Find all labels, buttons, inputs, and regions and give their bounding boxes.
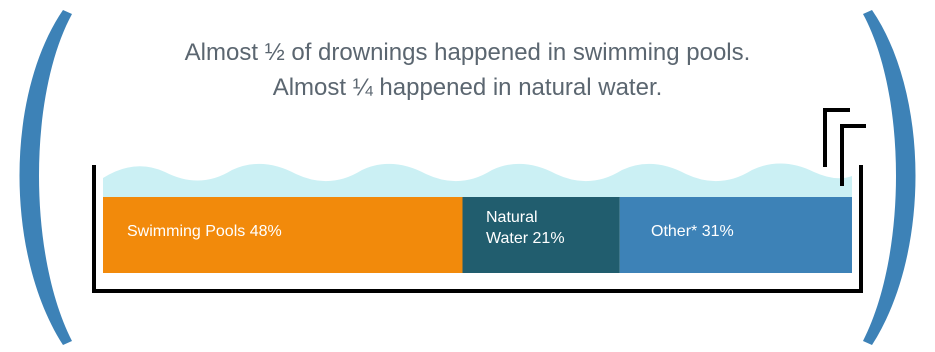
bar-segment-swimming-pools bbox=[103, 197, 463, 273]
left-parenthesis-icon bbox=[19, 10, 72, 345]
stacked-bar bbox=[103, 197, 852, 273]
bar-segment-other bbox=[619, 197, 852, 273]
headline-line-1: Almost ½ of drownings happened in swimmi… bbox=[184, 39, 751, 66]
pool-outline bbox=[92, 165, 863, 293]
pool-ladder-icon bbox=[823, 108, 866, 186]
label-natural-water-line-1: Natural bbox=[486, 209, 538, 226]
label-other: Other* 31% bbox=[651, 223, 734, 240]
bar-segment-natural-water bbox=[462, 197, 620, 273]
label-natural-water: Natural Water 21% bbox=[486, 207, 565, 249]
label-swimming-pools: Swimming Pools 48% bbox=[127, 223, 282, 240]
right-parenthesis-icon bbox=[863, 10, 916, 345]
headline-line-2: Almost ¼ happened in natural water. bbox=[272, 74, 663, 101]
water-surface bbox=[103, 163, 852, 198]
label-natural-water-line-2: Water 21% bbox=[486, 230, 565, 247]
